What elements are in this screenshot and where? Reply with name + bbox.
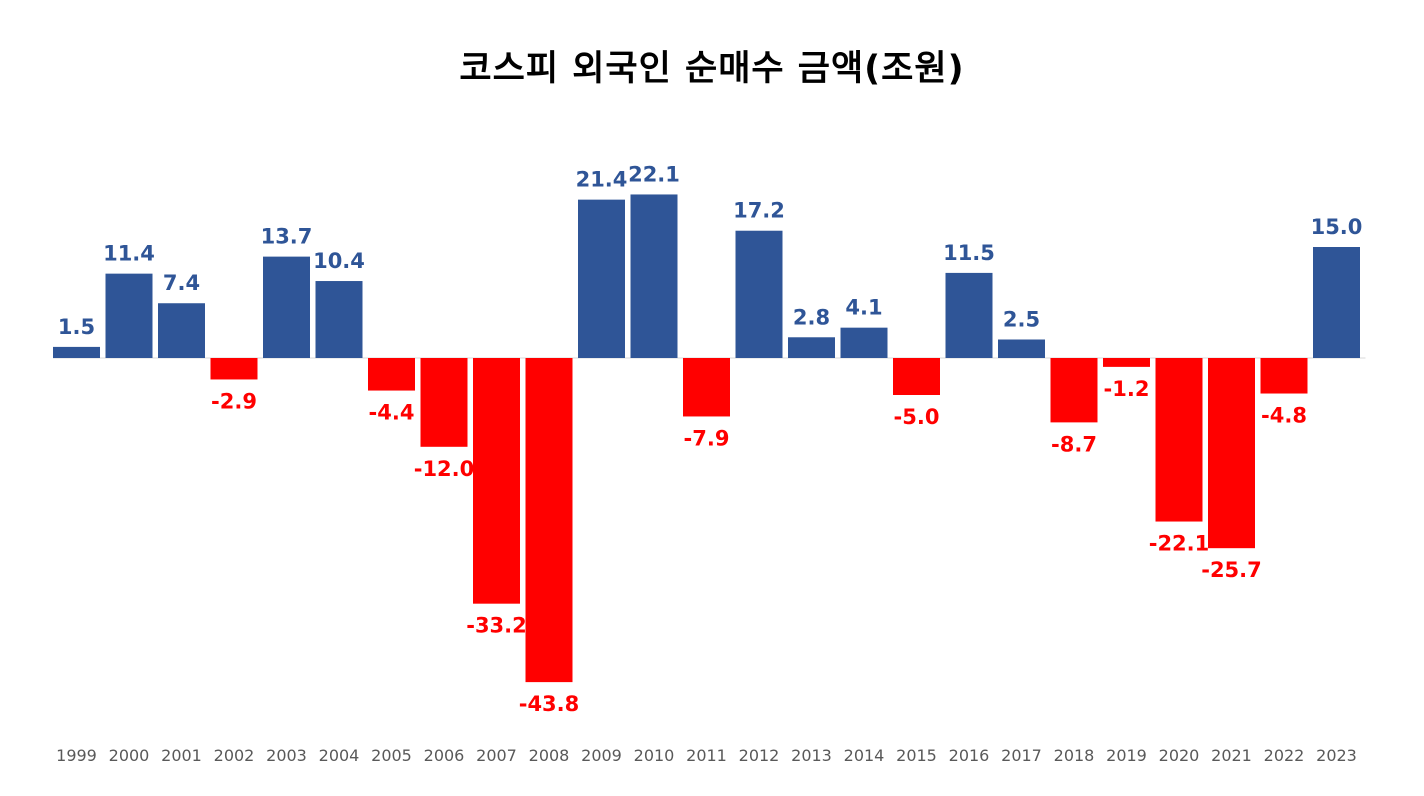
value-label-2007: -33.2 (466, 614, 527, 638)
value-label-2009: 21.4 (576, 168, 628, 192)
value-label-2002: -2.9 (211, 389, 257, 413)
bar-2010 (630, 194, 678, 358)
value-label-2017: 2.5 (1003, 308, 1040, 332)
x-tick-label-2008: 2008 (529, 746, 570, 765)
bar-2007 (473, 358, 520, 604)
x-tick-label-2006: 2006 (424, 746, 465, 765)
value-label-2020: -22.1 (1149, 532, 1210, 556)
bar-2020 (1155, 358, 1203, 522)
x-tick-label-2011: 2011 (686, 746, 727, 765)
bar-2014 (840, 327, 888, 358)
value-label-2023: 15.0 (1311, 215, 1363, 239)
x-tick-label-2012: 2012 (739, 746, 780, 765)
x-tick-label-2005: 2005 (371, 746, 412, 765)
value-label-2015: -5.0 (894, 405, 940, 429)
chart-title: 코스피 외국인 순매수 금액(조원) (459, 49, 965, 89)
value-label-2005: -4.4 (369, 401, 415, 425)
bars-group (53, 194, 1360, 683)
x-tick-labels-group: 1999 2000 2001 2002 2003 2004 2005 2006 2007 2008… (56, 746, 1357, 765)
bar-2019 (1103, 358, 1150, 367)
value-label-2019: -1.2 (1104, 377, 1150, 401)
bar-2001 (158, 303, 205, 358)
x-tick-label-2019: 2019 (1106, 746, 1147, 765)
bar-2012 (735, 230, 783, 358)
value-label-2012: 17.2 (733, 199, 785, 223)
bar-2002 (210, 358, 258, 380)
bar-2005 (368, 358, 415, 391)
bar-2018 (1050, 358, 1098, 423)
bar-2006 (420, 358, 468, 447)
bar-2016 (945, 272, 993, 358)
value-label-1999: 1.5 (58, 315, 95, 339)
x-tick-label-2000: 2000 (109, 746, 150, 765)
bar-2009 (578, 199, 625, 358)
bar-2004 (315, 281, 363, 358)
value-label-2006: -12.0 (414, 457, 475, 481)
x-tick-label-2007: 2007 (476, 746, 517, 765)
x-tick-label-2021: 2021 (1211, 746, 1252, 765)
bar-2000 (105, 273, 153, 358)
bar-2021 (1208, 358, 1255, 549)
value-label-2011: -7.9 (684, 426, 730, 450)
value-label-2003: 13.7 (261, 225, 313, 249)
value-label-2013: 2.8 (793, 305, 830, 329)
bar-1999 (53, 346, 100, 358)
x-tick-label-2014: 2014 (844, 746, 885, 765)
value-label-2000: 11.4 (103, 242, 155, 266)
x-tick-label-2003: 2003 (266, 746, 307, 765)
x-tick-label-2001: 2001 (161, 746, 202, 765)
bar-2013 (788, 337, 835, 358)
bar-2008 (525, 358, 573, 683)
bar-2015 (893, 358, 940, 395)
value-label-2016: 11.5 (943, 241, 995, 265)
value-label-2022: -4.8 (1261, 404, 1307, 428)
x-tick-label-2016: 2016 (949, 746, 990, 765)
bar-2017 (998, 339, 1045, 358)
bar-2023 (1313, 247, 1360, 358)
x-tick-label-2004: 2004 (319, 746, 360, 765)
value-label-2018: -8.7 (1051, 432, 1097, 456)
value-label-2008: -43.8 (519, 692, 580, 716)
x-tick-label-2010: 2010 (634, 746, 675, 765)
bar-2011 (683, 358, 730, 417)
x-tick-label-2022: 2022 (1264, 746, 1305, 765)
x-tick-label-2009: 2009 (581, 746, 622, 765)
value-label-2010: 22.1 (628, 162, 680, 186)
bar-2022 (1260, 358, 1308, 394)
value-label-2001: 7.4 (163, 271, 200, 295)
x-tick-label-2002: 2002 (214, 746, 255, 765)
value-label-2021: -25.7 (1201, 558, 1262, 582)
x-tick-label-2013: 2013 (791, 746, 832, 765)
value-labels-group: 1.5 11.4 7.4 -2.9 13.710.4 -4.4 -12.0 -33.2 -43.… (58, 162, 1363, 716)
bar-2003 (263, 256, 310, 358)
x-tick-label-2018: 2018 (1054, 746, 1095, 765)
x-tick-label-2023: 2023 (1316, 746, 1357, 765)
x-tick-label-2020: 2020 (1159, 746, 1200, 765)
x-tick-label-2015: 2015 (896, 746, 937, 765)
value-label-2004: 10.4 (313, 249, 365, 273)
x-tick-label-2017: 2017 (1001, 746, 1042, 765)
value-label-2014: 4.1 (845, 296, 882, 320)
x-tick-label-1999: 1999 (56, 746, 97, 765)
